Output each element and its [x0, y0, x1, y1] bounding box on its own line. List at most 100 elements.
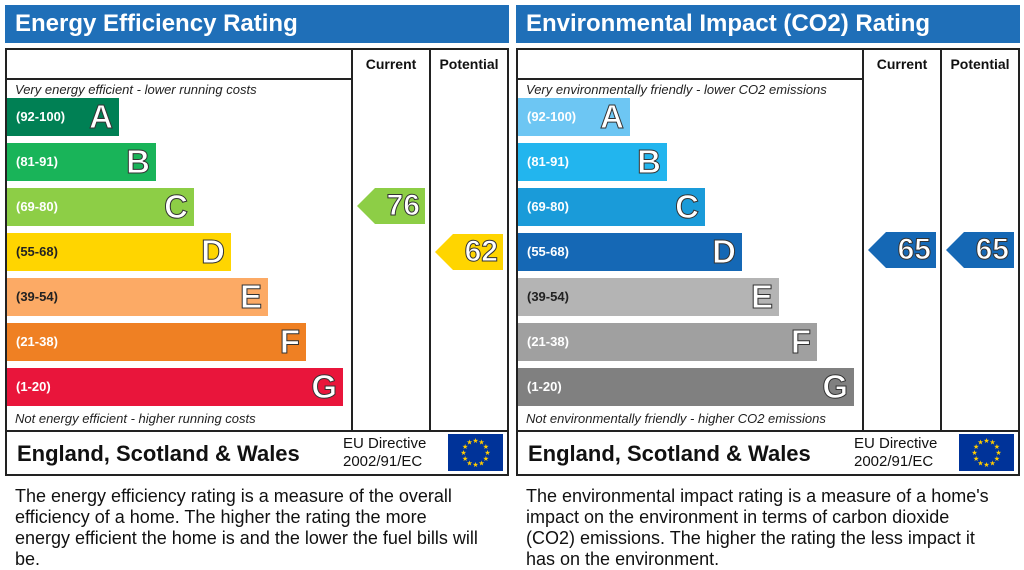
directive-line: EU Directive: [343, 435, 427, 452]
svg-text:★: ★: [466, 459, 472, 467]
band-letter: B: [637, 143, 662, 181]
rating-band-b: (81-91) B: [518, 143, 667, 181]
band-letter: D: [201, 233, 226, 271]
column-divider: [862, 50, 864, 432]
svg-text:★: ★: [989, 459, 995, 467]
svg-text:★: ★: [977, 439, 983, 447]
band-letter: E: [239, 278, 262, 316]
svg-text:★: ★: [460, 449, 466, 457]
rating-band-d: (55-68) D: [7, 233, 231, 271]
band-letter: B: [126, 143, 151, 181]
potential-column-header: Potential: [950, 56, 1010, 72]
svg-text:★: ★: [989, 439, 995, 447]
svg-text:★: ★: [973, 443, 979, 451]
svg-text:★: ★: [994, 443, 1000, 451]
current-rating-arrow: 76: [357, 188, 425, 224]
rating-band-b: (81-91) B: [7, 143, 156, 181]
eu-flag-icon: ★ ★ ★ ★ ★ ★ ★ ★ ★ ★ ★ ★: [959, 434, 1014, 471]
band-range-label: (55-68): [16, 244, 58, 259]
arrow-shape: [357, 188, 425, 224]
rating-band-g: (1-20) G: [518, 368, 854, 406]
band-range-label: (21-38): [16, 334, 58, 349]
arrow-shape: [946, 232, 1014, 268]
eu-flag-icon: ★ ★ ★ ★ ★ ★ ★ ★ ★ ★ ★ ★: [448, 434, 503, 471]
directive-line: EU Directive: [854, 435, 938, 452]
band-letter: F: [790, 323, 811, 361]
potential-rating-value: 65: [975, 233, 1009, 267]
energy-chart-frame: Current Potential Very energy efficient …: [5, 48, 509, 476]
svg-text:★: ★: [483, 443, 489, 451]
potential-rating-value: 62: [464, 235, 498, 269]
top-note: Very energy efficient - lower running co…: [15, 82, 257, 97]
svg-text:★: ★: [472, 461, 478, 469]
band-range-label: (1-20): [16, 379, 51, 394]
arrow-shape: [868, 232, 936, 268]
band-range-label: (81-91): [527, 154, 569, 169]
svg-text:★: ★: [983, 461, 989, 469]
band-letter: A: [600, 98, 625, 136]
band-letter: F: [279, 323, 300, 361]
footer-country: England, Scotland & Wales: [17, 441, 300, 466]
band-range-label: (39-54): [527, 289, 569, 304]
svg-text:★: ★: [462, 443, 468, 451]
svg-text:★: ★: [484, 449, 490, 457]
band-letter: A: [89, 98, 114, 136]
rating-band-f: (21-38) F: [7, 323, 306, 361]
column-divider: [351, 50, 353, 432]
svg-text:★: ★: [462, 455, 468, 463]
svg-text:★: ★: [973, 455, 979, 463]
svg-text:★: ★: [478, 439, 484, 447]
rating-band-a: (92-100) A: [7, 98, 119, 136]
bottom-note: Not energy efficient - higher running co…: [15, 411, 256, 426]
band-letter: C: [164, 188, 189, 226]
band-letter: E: [750, 278, 773, 316]
footer-divider: [518, 430, 1018, 432]
svg-text:★: ★: [994, 455, 1000, 463]
footer-divider: [7, 430, 507, 432]
column-divider: [429, 50, 431, 432]
rating-band-c: (69-80) C: [7, 188, 194, 226]
potential-rating-arrow: 62: [435, 234, 503, 270]
energy-description: The energy efficiency rating is a measur…: [15, 486, 478, 569]
energy-chart-title: Energy Efficiency Rating: [5, 5, 509, 43]
bottom-note: Not environmentally friendly - higher CO…: [526, 411, 826, 426]
rating-band-e: (39-54) E: [7, 278, 268, 316]
current-rating-arrow: 65: [868, 232, 936, 268]
band-range-label: (21-38): [527, 334, 569, 349]
svg-text:★: ★: [977, 459, 983, 467]
band-range-label: (69-80): [16, 199, 58, 214]
directive-code: 2002/91/EC: [854, 453, 934, 470]
band-range-label: (81-91): [16, 154, 58, 169]
footer-directive: EU Directive 2002/91/EC: [343, 435, 426, 471]
rating-band-d: (55-68) D: [518, 233, 742, 271]
current-column-header: Current: [876, 56, 928, 72]
environment-chart-frame: Current Potential Very environmentally f…: [516, 48, 1020, 476]
top-note: Very environmentally friendly - lower CO…: [526, 82, 827, 97]
band-range-label: (92-100): [527, 109, 577, 124]
potential-rating-arrow: 65: [946, 232, 1014, 268]
svg-text:★: ★: [995, 449, 1001, 457]
directive-code: 2002/91/EC: [343, 453, 423, 470]
band-range-label: (69-80): [527, 199, 569, 214]
svg-text:★: ★: [971, 449, 977, 457]
svg-text:★: ★: [483, 455, 489, 463]
current-rating-value: 65: [897, 233, 931, 267]
rating-band-g: (1-20) G: [7, 368, 343, 406]
svg-text:★: ★: [472, 437, 478, 445]
current-column-header: Current: [365, 56, 417, 72]
rating-band-e: (39-54) E: [518, 278, 779, 316]
arrow-shape: [435, 234, 503, 270]
footer-country: England, Scotland & Wales: [528, 441, 811, 466]
rating-band-f: (21-38) F: [518, 323, 817, 361]
band-range-label: (55-68): [527, 244, 569, 259]
environment-description: The environmental impact rating is a mea…: [526, 486, 989, 569]
energy-efficiency-panel: Energy Efficiency Rating Current Potenti…: [5, 0, 509, 570]
rating-band-a: (92-100) A: [518, 98, 630, 136]
band-letter: G: [822, 368, 849, 406]
header-divider: [518, 78, 863, 80]
environment-chart-title: Environmental Impact (CO2) Rating: [516, 5, 1020, 43]
band-letter: G: [311, 368, 338, 406]
band-letter: D: [712, 233, 737, 271]
title-text: Environmental Impact (CO2) Rating: [526, 10, 931, 37]
column-divider: [940, 50, 942, 432]
